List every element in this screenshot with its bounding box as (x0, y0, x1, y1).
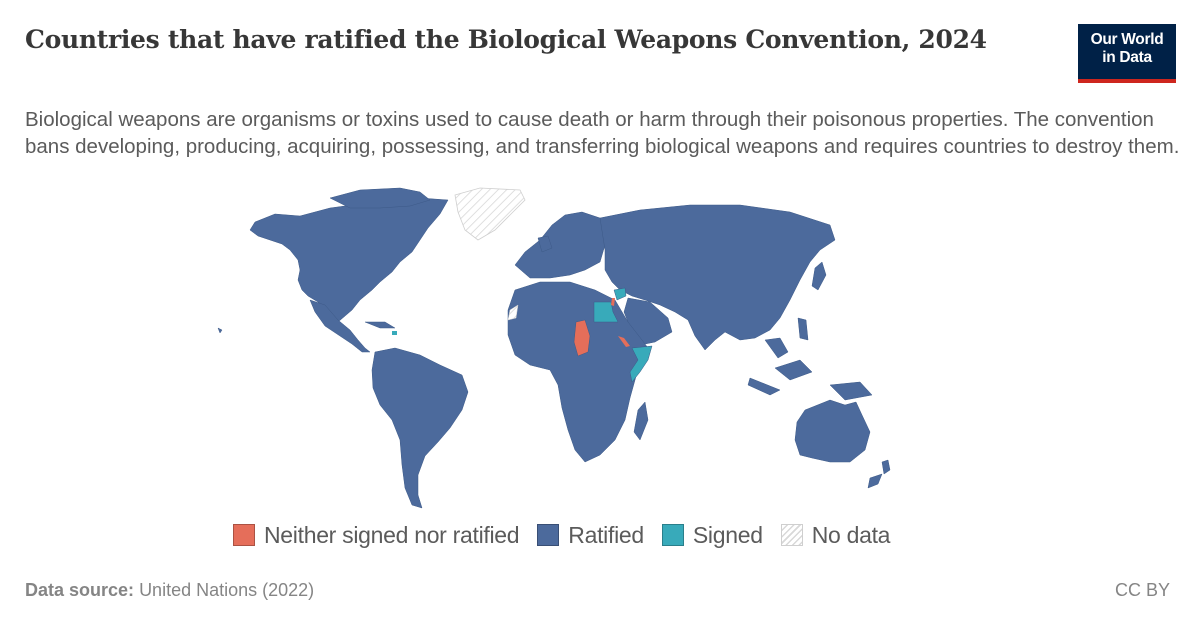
logo-line-2: in Data (1102, 49, 1152, 66)
world-map (217, 187, 891, 509)
greenland-no-data (454, 187, 526, 241)
swatch-signed (661, 524, 684, 546)
legend-label: Ratified (568, 521, 644, 548)
swatch-no-data (780, 524, 803, 546)
legend-label: Neither signed nor ratified (264, 521, 520, 548)
swatch-ratified (537, 524, 560, 546)
source-value[interactable]: United Nations (2022) (139, 580, 315, 600)
region-australia (794, 399, 871, 463)
legend: Neither signed nor ratified Ratified Sig… (233, 520, 908, 550)
legend-label: Signed (692, 521, 763, 548)
logo-accent-bar (1078, 79, 1176, 83)
egypt-signed (593, 301, 619, 323)
chad-neither (573, 319, 591, 357)
legend-item-ratified[interactable]: Ratified (537, 522, 644, 549)
region-europe (514, 211, 611, 279)
legend-item-no-data[interactable]: No data (780, 521, 891, 549)
syria-signed (613, 287, 627, 301)
source-label: Data source: (25, 580, 135, 600)
data-source: Data source: United Nations (2022) (25, 580, 314, 601)
region-asia (599, 204, 836, 351)
swatch-neither (233, 524, 255, 546)
haiti-signed (392, 331, 397, 335)
chart-subtitle: Biological weapons are organisms or toxi… (25, 108, 1180, 158)
owid-logo[interactable]: Our World in Data (1078, 24, 1176, 79)
chart-title: Countries that have ratified the Biologi… (25, 25, 987, 54)
eritrea-neither (618, 336, 630, 347)
region-central-america (309, 299, 371, 353)
legend-item-signed[interactable]: Signed (661, 521, 763, 549)
license[interactable]: CC BY (1114, 580, 1170, 600)
israel-neither (611, 298, 615, 306)
legend-item-neither[interactable]: Neither signed nor ratified (233, 521, 520, 549)
somalia-signed (629, 345, 653, 383)
legend-label: No data (811, 521, 891, 548)
logo-line-1: Our World (1090, 31, 1164, 48)
region-north-america (249, 197, 449, 323)
region-africa (507, 281, 649, 463)
region-south-america (371, 347, 469, 509)
